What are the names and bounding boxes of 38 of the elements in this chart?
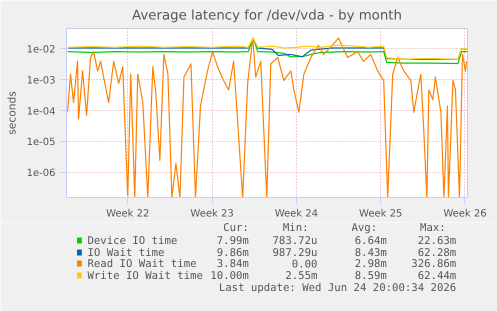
x-tick-label: Week 24 xyxy=(274,208,318,220)
text: 22.63m xyxy=(418,234,456,247)
y-tick-label: 1e-06 xyxy=(26,168,56,180)
y-tick-label: 1e-03 xyxy=(26,76,56,87)
text: 6.64m xyxy=(354,234,387,247)
y-tick-label: 1e-05 xyxy=(26,137,56,148)
x-tick-label: Week 26 xyxy=(443,208,487,220)
text: 326.86m xyxy=(411,257,456,270)
legend-label: Read IO Wait time xyxy=(87,257,197,270)
text: 783.72u xyxy=(272,234,318,247)
legend-label: Write IO Wait time xyxy=(87,269,203,282)
text: 9.86m xyxy=(216,246,249,259)
x-tick-label: Week 22 xyxy=(106,208,150,220)
text: 62.28m xyxy=(418,246,456,259)
legend-label: IO Wait time xyxy=(87,246,164,259)
x-tick-label: Week 25 xyxy=(359,208,402,220)
text: Min: xyxy=(282,221,309,234)
chart-title: Average latency for /dev/vda - by month xyxy=(132,8,402,24)
line-series xyxy=(66,37,468,60)
x-tick-label: Week 23 xyxy=(190,208,234,220)
text: 7.99m xyxy=(216,234,249,247)
text: 10.00m xyxy=(210,269,249,282)
text: 2.98m xyxy=(354,257,387,270)
text: Max: xyxy=(420,221,446,234)
y-axis-title: seconds xyxy=(6,90,19,135)
text: 0.00 xyxy=(292,258,318,270)
text: Avg: xyxy=(351,221,378,234)
y-tick-label: 1e-02 xyxy=(26,44,56,56)
text: 62.44m xyxy=(418,269,456,282)
text: 8.59m xyxy=(354,269,387,282)
legend-label: Device IO time xyxy=(87,234,178,247)
text: 2.55m xyxy=(285,269,318,282)
text: 8.43m xyxy=(354,246,387,259)
y-tick-label: 1e-04 xyxy=(26,106,56,118)
text: Cur: xyxy=(223,221,249,234)
text: Last update: Wed Jun 24 20:00:34 2026 xyxy=(218,281,456,294)
text: 3.84m xyxy=(216,257,249,270)
text: 987.29u xyxy=(272,246,318,259)
